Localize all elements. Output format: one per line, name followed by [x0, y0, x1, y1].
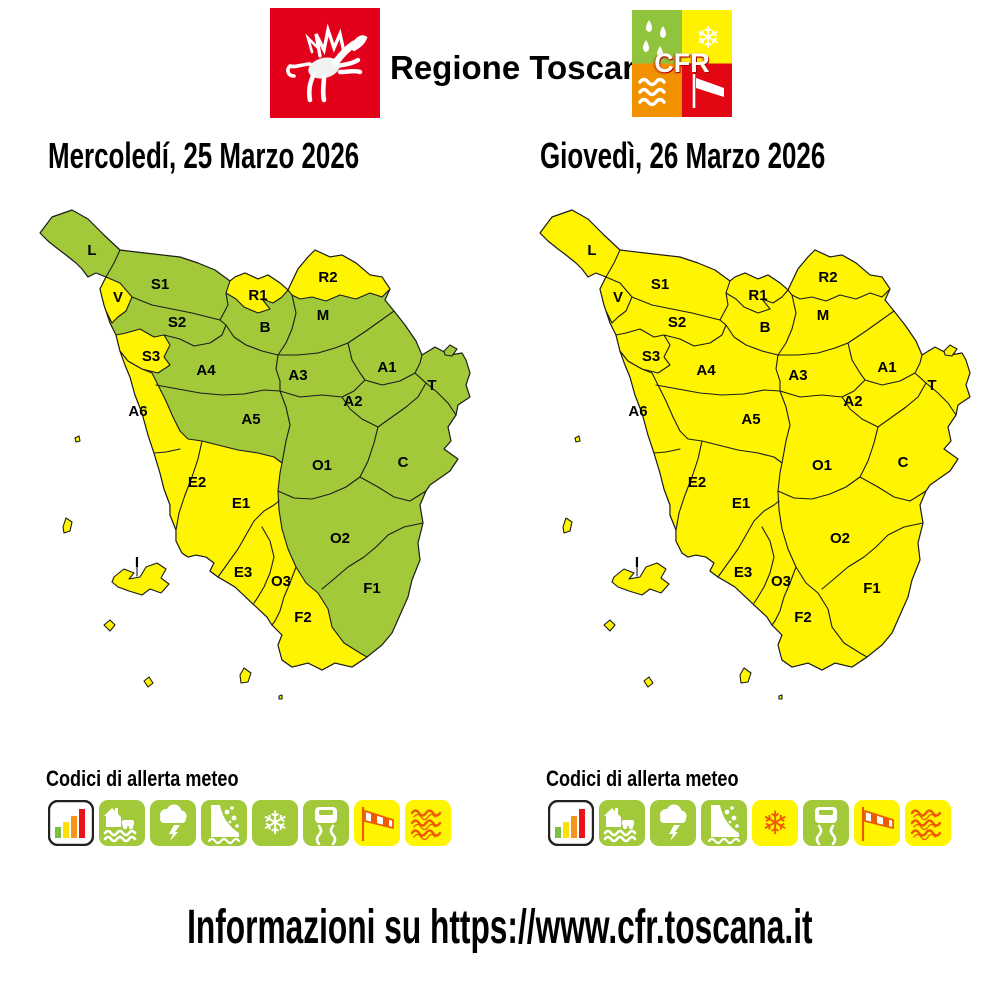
landslide-icon [201, 800, 247, 846]
snowflake-icon: ❄ [695, 21, 720, 56]
rough-sea-icon [905, 800, 951, 846]
legend-title: Codici di allerta meteo [46, 766, 239, 791]
zone-label-A6: A6 [628, 403, 647, 420]
zone-label-S2: S2 [168, 314, 186, 331]
zone-label-A5: A5 [241, 411, 260, 428]
zone-label-R1: R1 [748, 287, 767, 304]
zone-labels: L S1 V S2 S3 R1 R2 B M A1 A2 A3 A4 A5 A6 T C O1 O2 O3 E1 E2 E3… [87, 242, 436, 626]
zone-label-A4: A4 [196, 362, 216, 379]
zone-label-A1: A1 [377, 359, 396, 376]
legend-title: Codici di allerta meteo [546, 766, 739, 791]
zone-label-M: M [317, 307, 330, 324]
cfr-rain-quadrant [632, 10, 682, 64]
zone-label-I: I [635, 554, 639, 571]
zone-label-A3: A3 [288, 367, 307, 384]
thunderstorm-icon [650, 800, 696, 846]
alert-map-wednesday: L S1 V S2 S3 R1 R2 B M A1 A2 A3 A4 A5 A6 T C O1 O2 O3 E1 E2 E3… [39, 209, 471, 700]
icy-road-icon [303, 800, 349, 846]
zone-label-F2: F2 [794, 609, 812, 626]
zone-label-R2: R2 [818, 269, 837, 286]
zone-label-R2: R2 [318, 269, 337, 286]
zone-label-T: T [927, 377, 936, 394]
zone-label-E3: E3 [234, 564, 252, 581]
zone-label-O3: O3 [771, 573, 791, 590]
zone-label-A4: A4 [696, 362, 716, 379]
rough-sea-icon [405, 800, 451, 846]
wind-icon [354, 800, 400, 846]
footer-info-url: Informazioni su https://www.cfr.toscana.… [187, 901, 813, 954]
zone-label-O3: O3 [271, 573, 291, 590]
zone-label-S3: S3 [642, 348, 660, 365]
alert-levels-icon [48, 800, 94, 846]
rain-drops-icon [643, 20, 666, 58]
zone-label-L: L [87, 242, 96, 259]
cfr-snow-quadrant [682, 10, 732, 64]
zone-label-V: V [113, 289, 123, 306]
zone-label-S2: S2 [668, 314, 686, 331]
sea-waves-icon [638, 77, 666, 107]
brand-title: Regione Toscana [390, 49, 661, 86]
zone-label-F1: F1 [863, 580, 881, 597]
zone-label-A6: A6 [128, 403, 147, 420]
zone-labels: L S1 V S2 S3 R1 R2 B M A1 A2 A3 A4 A5 A6 T C O1 O2 O3 E1 E2 E3… [587, 242, 936, 626]
zone-label-F1: F1 [363, 580, 381, 597]
zone-label-A2: A2 [343, 393, 362, 410]
zone-label-E1: E1 [232, 495, 250, 512]
zone-label-C: C [898, 454, 909, 471]
zone-label-O1: O1 [812, 457, 832, 474]
cfr-wordmark: CFR [654, 48, 710, 78]
zone-label-E2: E2 [188, 474, 206, 491]
zone-label-E2: E2 [688, 474, 706, 491]
date-title-thursday: Giovedì, 26 Marzo 2026 [540, 135, 826, 176]
cfr-logo: ❄ [632, 10, 732, 117]
landslide-icon [701, 800, 747, 846]
zone-label-S3: S3 [142, 348, 160, 365]
zone-label-S1: S1 [651, 276, 669, 293]
zone-label-B: B [260, 319, 271, 336]
zone-R2 [787, 249, 891, 302]
zone-label-O1: O1 [312, 457, 332, 474]
zone-label-T: T [427, 377, 436, 394]
pegasus-icon [286, 23, 368, 103]
zone-label-C: C [398, 454, 409, 471]
flood-icon [99, 800, 145, 846]
legend-icon-row-wednesday [48, 800, 451, 846]
zone-label-A1: A1 [877, 359, 896, 376]
zone-label-V: V [613, 289, 623, 306]
zone-label-L: L [587, 242, 596, 259]
thunderstorm-icon [150, 800, 196, 846]
alert-map-thursday: L S1 V S2 S3 R1 R2 B M A1 A2 A3 A4 A5 A6 T C O1 O2 O3 E1 E2 E3… [539, 209, 971, 700]
zone-label-A3: A3 [788, 367, 807, 384]
zone-label-F2: F2 [294, 609, 312, 626]
zone-label-I: I [135, 554, 139, 571]
snow-icon [252, 800, 298, 846]
zone-R2 [287, 249, 391, 302]
snow-icon [752, 800, 798, 846]
zone-label-B: B [760, 319, 771, 336]
windsock-icon [692, 74, 724, 108]
zone-label-A2: A2 [843, 393, 862, 410]
zone-label-E3: E3 [734, 564, 752, 581]
zone-label-E1: E1 [732, 495, 750, 512]
zone-label-O2: O2 [830, 530, 850, 547]
zone-label-S1: S1 [151, 276, 169, 293]
zone-label-M: M [817, 307, 830, 324]
zone-label-O2: O2 [330, 530, 350, 547]
zone-label-A5: A5 [741, 411, 760, 428]
alert-levels-icon [548, 800, 594, 846]
regione-toscana-logo [270, 8, 380, 118]
legend-icon-row-thursday [548, 800, 951, 846]
date-title-wednesday: Mercoledí, 25 Marzo 2026 [48, 135, 360, 176]
flood-icon [599, 800, 645, 846]
wind-icon [854, 800, 900, 846]
icy-road-icon [803, 800, 849, 846]
zone-label-R1: R1 [248, 287, 267, 304]
